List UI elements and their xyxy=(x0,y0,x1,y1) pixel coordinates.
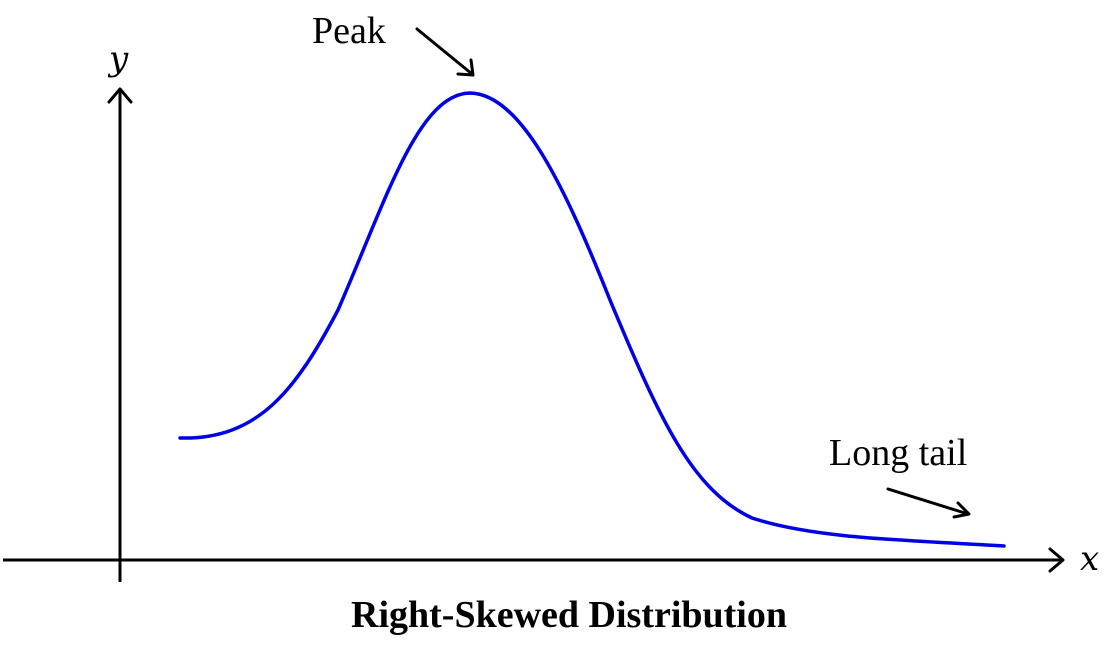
diagram-caption: Right-Skewed Distribution xyxy=(351,594,787,636)
peak-pointer-line xyxy=(415,27,474,76)
x-axis-arrowhead xyxy=(1048,547,1065,573)
y-axis: y xyxy=(107,39,133,582)
distribution-curve xyxy=(178,91,1006,548)
tail-pointer-arrowhead xyxy=(952,501,971,519)
peak-label: Peak xyxy=(312,10,386,52)
y-axis-arrowhead xyxy=(107,87,133,104)
y-axis-label: y xyxy=(107,39,129,79)
x-axis: x xyxy=(3,539,1099,579)
peak-pointer-arrowhead xyxy=(456,58,475,77)
tail-annotation: Long tail xyxy=(829,432,971,519)
x-axis-label: x xyxy=(1080,539,1099,579)
peak-annotation: Peak xyxy=(312,10,475,77)
tail-label: Long tail xyxy=(829,432,967,474)
tail-pointer-line xyxy=(886,487,970,516)
